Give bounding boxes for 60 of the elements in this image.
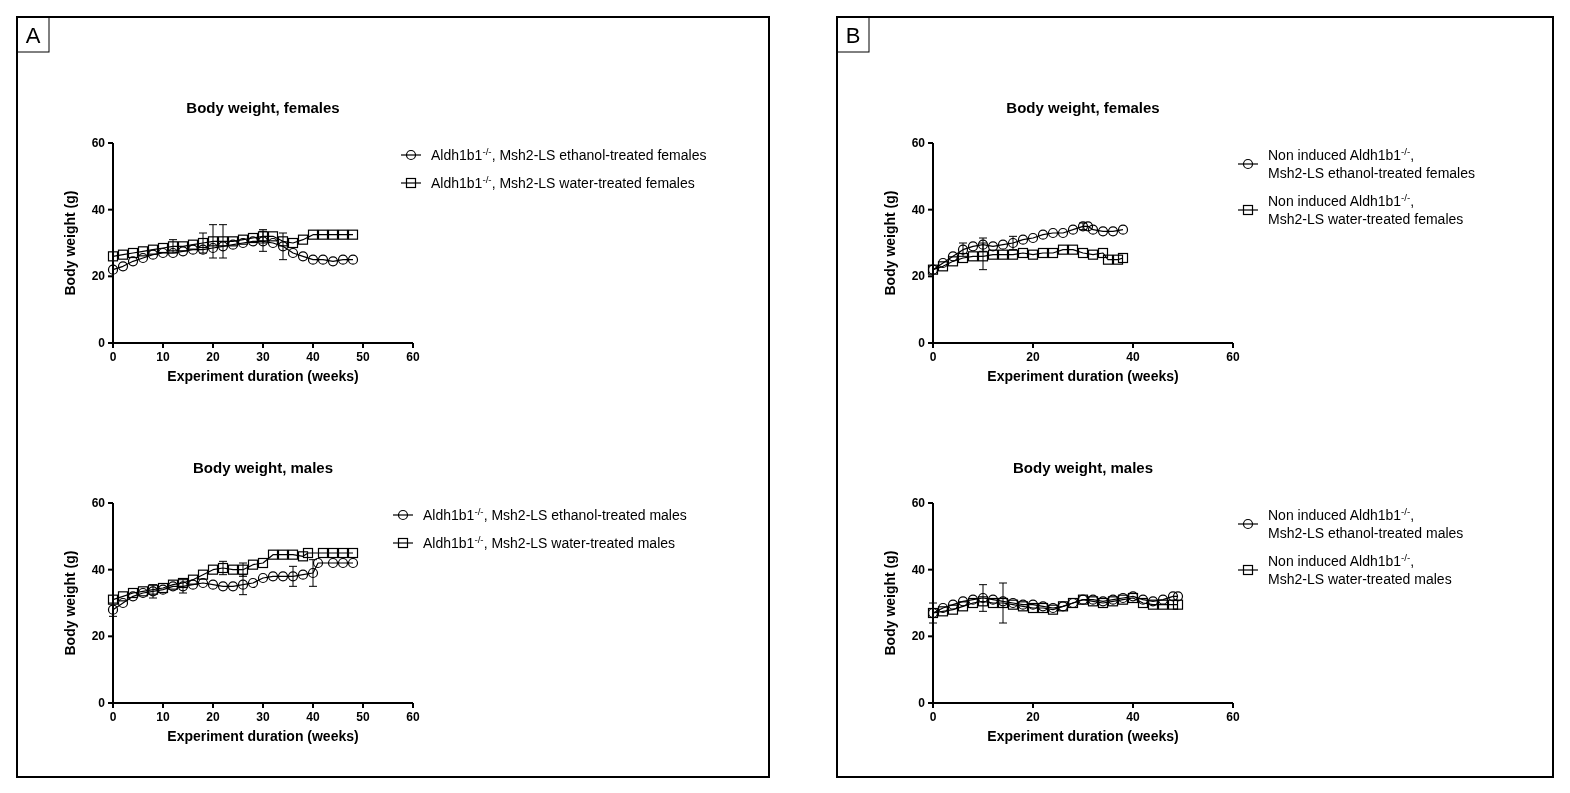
x-tick-label: 20: [206, 710, 220, 724]
x-tick-label: 0: [109, 350, 117, 364]
chart-title: Body weight, males: [192, 459, 334, 476]
x-axis-title: Experiment duration (weeks): [987, 368, 1179, 384]
legend-label: Non induced Aldh1b1$^{-/-}$, Msh2-LS water-treated males: [1268, 551, 1452, 587]
y-tick-label: 60: [911, 496, 926, 510]
y-tick-label: 20: [91, 269, 106, 284]
legend-label: Non induced Aldh1b1$^{-/-}$, Msh2-LS ethanol-treated females: [1268, 145, 1475, 181]
text: B: [845, 23, 861, 48]
text: A: [25, 23, 41, 48]
x-tick-label: 20: [1026, 710, 1040, 724]
y-tick-label: 60: [91, 136, 106, 150]
y-axis-title: Body weight (g): [62, 190, 78, 296]
legend-label: Aldh1b1$^{-/-}$, Msh2-LS ethanol-treated females: [431, 145, 707, 163]
x-tick-label: 40: [1126, 350, 1140, 364]
x-axis-title: Experiment duration (weeks): [987, 728, 1179, 744]
y-tick-label: 60: [911, 136, 926, 150]
y-tick-label: 40: [911, 562, 926, 577]
legend-label: Aldh1b1$^{-/-}$, Msh2-LS ethanol-treated males: [423, 505, 687, 523]
x-tick-label: 20: [206, 350, 220, 364]
x-tick-label: 40: [306, 710, 320, 724]
x-tick-label: 0: [929, 710, 937, 724]
x-axis-title: Experiment duration (weeks): [167, 728, 359, 744]
y-tick-label: 0: [98, 336, 106, 350]
chart-title: Body weight, females: [1006, 99, 1160, 116]
y-tick-label: 20: [911, 269, 926, 284]
y-tick-label: 20: [911, 629, 926, 644]
chart-title: Body weight, males: [1012, 459, 1154, 476]
x-tick-label: 0: [109, 710, 117, 724]
legend-label: Aldh1b1$^{-/-}$, Msh2-LS water-treated females: [431, 173, 695, 191]
x-tick-label: 60: [1226, 350, 1240, 364]
x-tick-label: 60: [1226, 710, 1240, 724]
y-tick-label: 0: [98, 696, 106, 710]
legend-label: Non induced Aldh1b1$^{-/-}$, Msh2-LS water-treated females: [1268, 191, 1464, 227]
x-axis-title: Experiment duration (weeks): [167, 368, 359, 384]
y-axis-title: Body weight (g): [62, 550, 78, 656]
x-tick-label: 0: [929, 350, 937, 364]
x-tick-label: 20: [1026, 350, 1040, 364]
x-tick-label: 60: [406, 710, 420, 724]
x-tick-label: 30: [256, 710, 270, 724]
y-tick-label: 0: [918, 696, 926, 710]
legend-label: Non induced Aldh1b1$^{-/-}$, Msh2-LS ethanol-treated males: [1268, 505, 1464, 541]
x-tick-label: 30: [256, 350, 270, 364]
chart-title: Body weight, females: [186, 99, 340, 116]
y-tick-label: 40: [91, 202, 106, 217]
y-tick-label: 0: [918, 336, 926, 350]
x-tick-label: 10: [156, 710, 170, 724]
x-tick-label: 40: [1126, 710, 1140, 724]
x-tick-label: 50: [356, 350, 370, 364]
y-tick-label: 40: [911, 202, 926, 217]
x-tick-label: 40: [306, 350, 320, 364]
y-axis-title: Body weight (g): [882, 550, 898, 656]
y-tick-label: 40: [91, 562, 106, 577]
x-tick-label: 60: [406, 350, 420, 364]
x-tick-label: 50: [356, 710, 370, 724]
y-axis-title: Body weight (g): [882, 190, 898, 296]
y-tick-label: 60: [91, 496, 106, 510]
legend-label: Aldh1b1$^{-/-}$, Msh2-LS water-treated males: [423, 533, 676, 551]
x-tick-label: 10: [156, 350, 170, 364]
y-tick-label: 20: [91, 629, 106, 644]
